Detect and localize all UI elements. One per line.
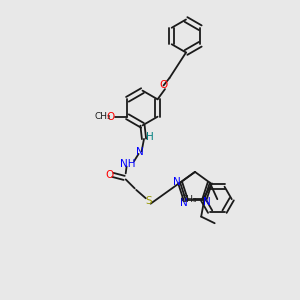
Text: N: N [203, 196, 210, 207]
Text: O: O [159, 80, 168, 91]
Text: NH: NH [120, 159, 136, 169]
Text: O: O [107, 112, 115, 122]
Text: CH₃: CH₃ [181, 195, 197, 204]
Text: N: N [181, 197, 188, 208]
Text: CH₃: CH₃ [94, 112, 111, 121]
Text: N: N [136, 146, 144, 157]
Text: S: S [145, 196, 152, 206]
Text: N: N [173, 177, 180, 187]
Text: H: H [146, 132, 153, 142]
Text: O: O [106, 170, 114, 180]
